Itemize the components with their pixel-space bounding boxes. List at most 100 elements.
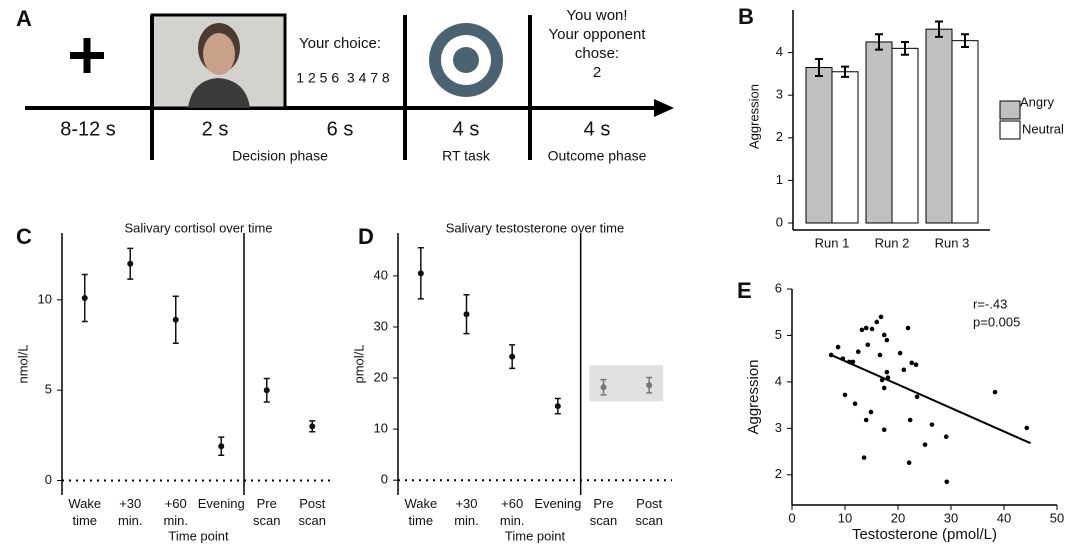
point xyxy=(856,349,861,354)
y-tick-label: 0 xyxy=(776,214,783,229)
outcome-text: Your opponent xyxy=(548,26,646,43)
point xyxy=(555,403,561,409)
duration: 4 s xyxy=(453,118,480,140)
point xyxy=(843,393,848,398)
point xyxy=(882,333,887,338)
point xyxy=(1024,426,1029,431)
duration: 6 s xyxy=(327,118,354,140)
bar xyxy=(952,41,978,223)
point xyxy=(875,320,880,325)
x-tick-label: +30min. xyxy=(454,496,479,528)
point xyxy=(865,342,870,347)
x-axis-label: Time point xyxy=(168,528,229,543)
point xyxy=(853,401,858,406)
panel-label: D xyxy=(358,224,374,249)
arrow-head xyxy=(654,99,674,117)
bar xyxy=(832,72,858,223)
panel-label: B xyxy=(738,4,754,29)
outcome-text: You won! xyxy=(566,7,627,24)
point xyxy=(864,326,869,331)
chart-title: Salivary testosterone over time xyxy=(446,220,624,235)
fixation-cross xyxy=(84,38,91,73)
point xyxy=(909,361,914,366)
choice-options: 1 2 5 6 3 4 7 8 xyxy=(296,70,390,86)
point xyxy=(879,315,884,320)
legend-swatch xyxy=(1000,101,1020,119)
point xyxy=(944,434,949,439)
point xyxy=(869,410,874,415)
y-tick-label: 1 xyxy=(776,172,783,187)
chart-title: Salivary cortisol over time xyxy=(124,220,272,235)
point xyxy=(878,353,883,358)
x-tick-label: 50 xyxy=(1050,510,1064,525)
annotation: p=0.005 xyxy=(973,314,1020,329)
point xyxy=(509,354,515,360)
point xyxy=(127,261,133,267)
panel-label: A xyxy=(16,6,32,31)
duration: 2 s xyxy=(202,118,229,140)
point xyxy=(923,442,928,447)
point xyxy=(907,460,912,465)
bar xyxy=(926,29,952,223)
x-tick-label: Evening xyxy=(198,496,245,511)
y-tick-label: 4 xyxy=(776,44,783,59)
point xyxy=(902,368,907,373)
photo-face xyxy=(203,33,235,75)
target-center xyxy=(453,47,479,73)
point xyxy=(836,345,841,350)
highlight-box xyxy=(590,365,664,401)
y-tick-label: 3 xyxy=(776,87,783,102)
y-axis-label: pmol/L xyxy=(351,344,366,383)
point xyxy=(914,362,919,367)
outcome-text: 2 xyxy=(593,64,601,81)
phase-label: Outcome phase xyxy=(548,148,647,164)
y-tick-label: 0 xyxy=(45,472,52,487)
point xyxy=(885,338,890,343)
point xyxy=(870,327,875,332)
duration: 8-12 s xyxy=(60,118,116,140)
annotation: r=-.43 xyxy=(973,296,1007,311)
timeline-panel: A Your choice: 1 2 5 6 3 4 7 8 You won! … xyxy=(16,6,674,164)
y-tick-label: 30 xyxy=(374,318,388,333)
legend-label: Neutral xyxy=(1022,121,1064,136)
point xyxy=(906,326,911,331)
bar xyxy=(892,48,918,223)
point xyxy=(418,270,424,276)
y-tick-label: 10 xyxy=(38,291,52,306)
bar xyxy=(866,42,892,223)
y-axis-label: nmol/L xyxy=(15,344,30,383)
point xyxy=(864,418,869,423)
x-tick-label: 30 xyxy=(944,510,958,525)
y-tick-label: 40 xyxy=(374,267,388,282)
point xyxy=(82,295,88,301)
x-axis-label: Time point xyxy=(505,528,566,543)
x-tick-label: Postscan xyxy=(635,496,662,528)
x-tick-label: Run 2 xyxy=(875,235,910,250)
duration: 4 s xyxy=(584,118,611,140)
point xyxy=(908,418,913,423)
bar xyxy=(806,68,832,223)
legend-label: Angry xyxy=(1020,94,1054,109)
point xyxy=(885,370,890,375)
point xyxy=(993,390,998,395)
x-tick-label: +60min. xyxy=(500,496,525,528)
point xyxy=(646,382,652,388)
phase-label: Decision phase xyxy=(232,148,328,164)
x-tick-label: Run 1 xyxy=(815,235,850,250)
y-tick-label: 6 xyxy=(775,280,782,295)
point xyxy=(944,479,949,484)
outcome-text: chose: xyxy=(575,45,619,62)
figure: A Your choice: 1 2 5 6 3 4 7 8 You won! … xyxy=(0,0,1077,545)
y-tick-label: 5 xyxy=(45,382,52,397)
panel-label: C xyxy=(16,224,32,249)
fit-line xyxy=(829,354,1030,443)
point xyxy=(173,317,179,323)
point xyxy=(862,455,867,460)
y-tick-label: 0 xyxy=(381,472,388,487)
x-tick-label: 40 xyxy=(997,510,1011,525)
point xyxy=(264,387,270,393)
y-axis-label: Aggression xyxy=(745,359,762,434)
